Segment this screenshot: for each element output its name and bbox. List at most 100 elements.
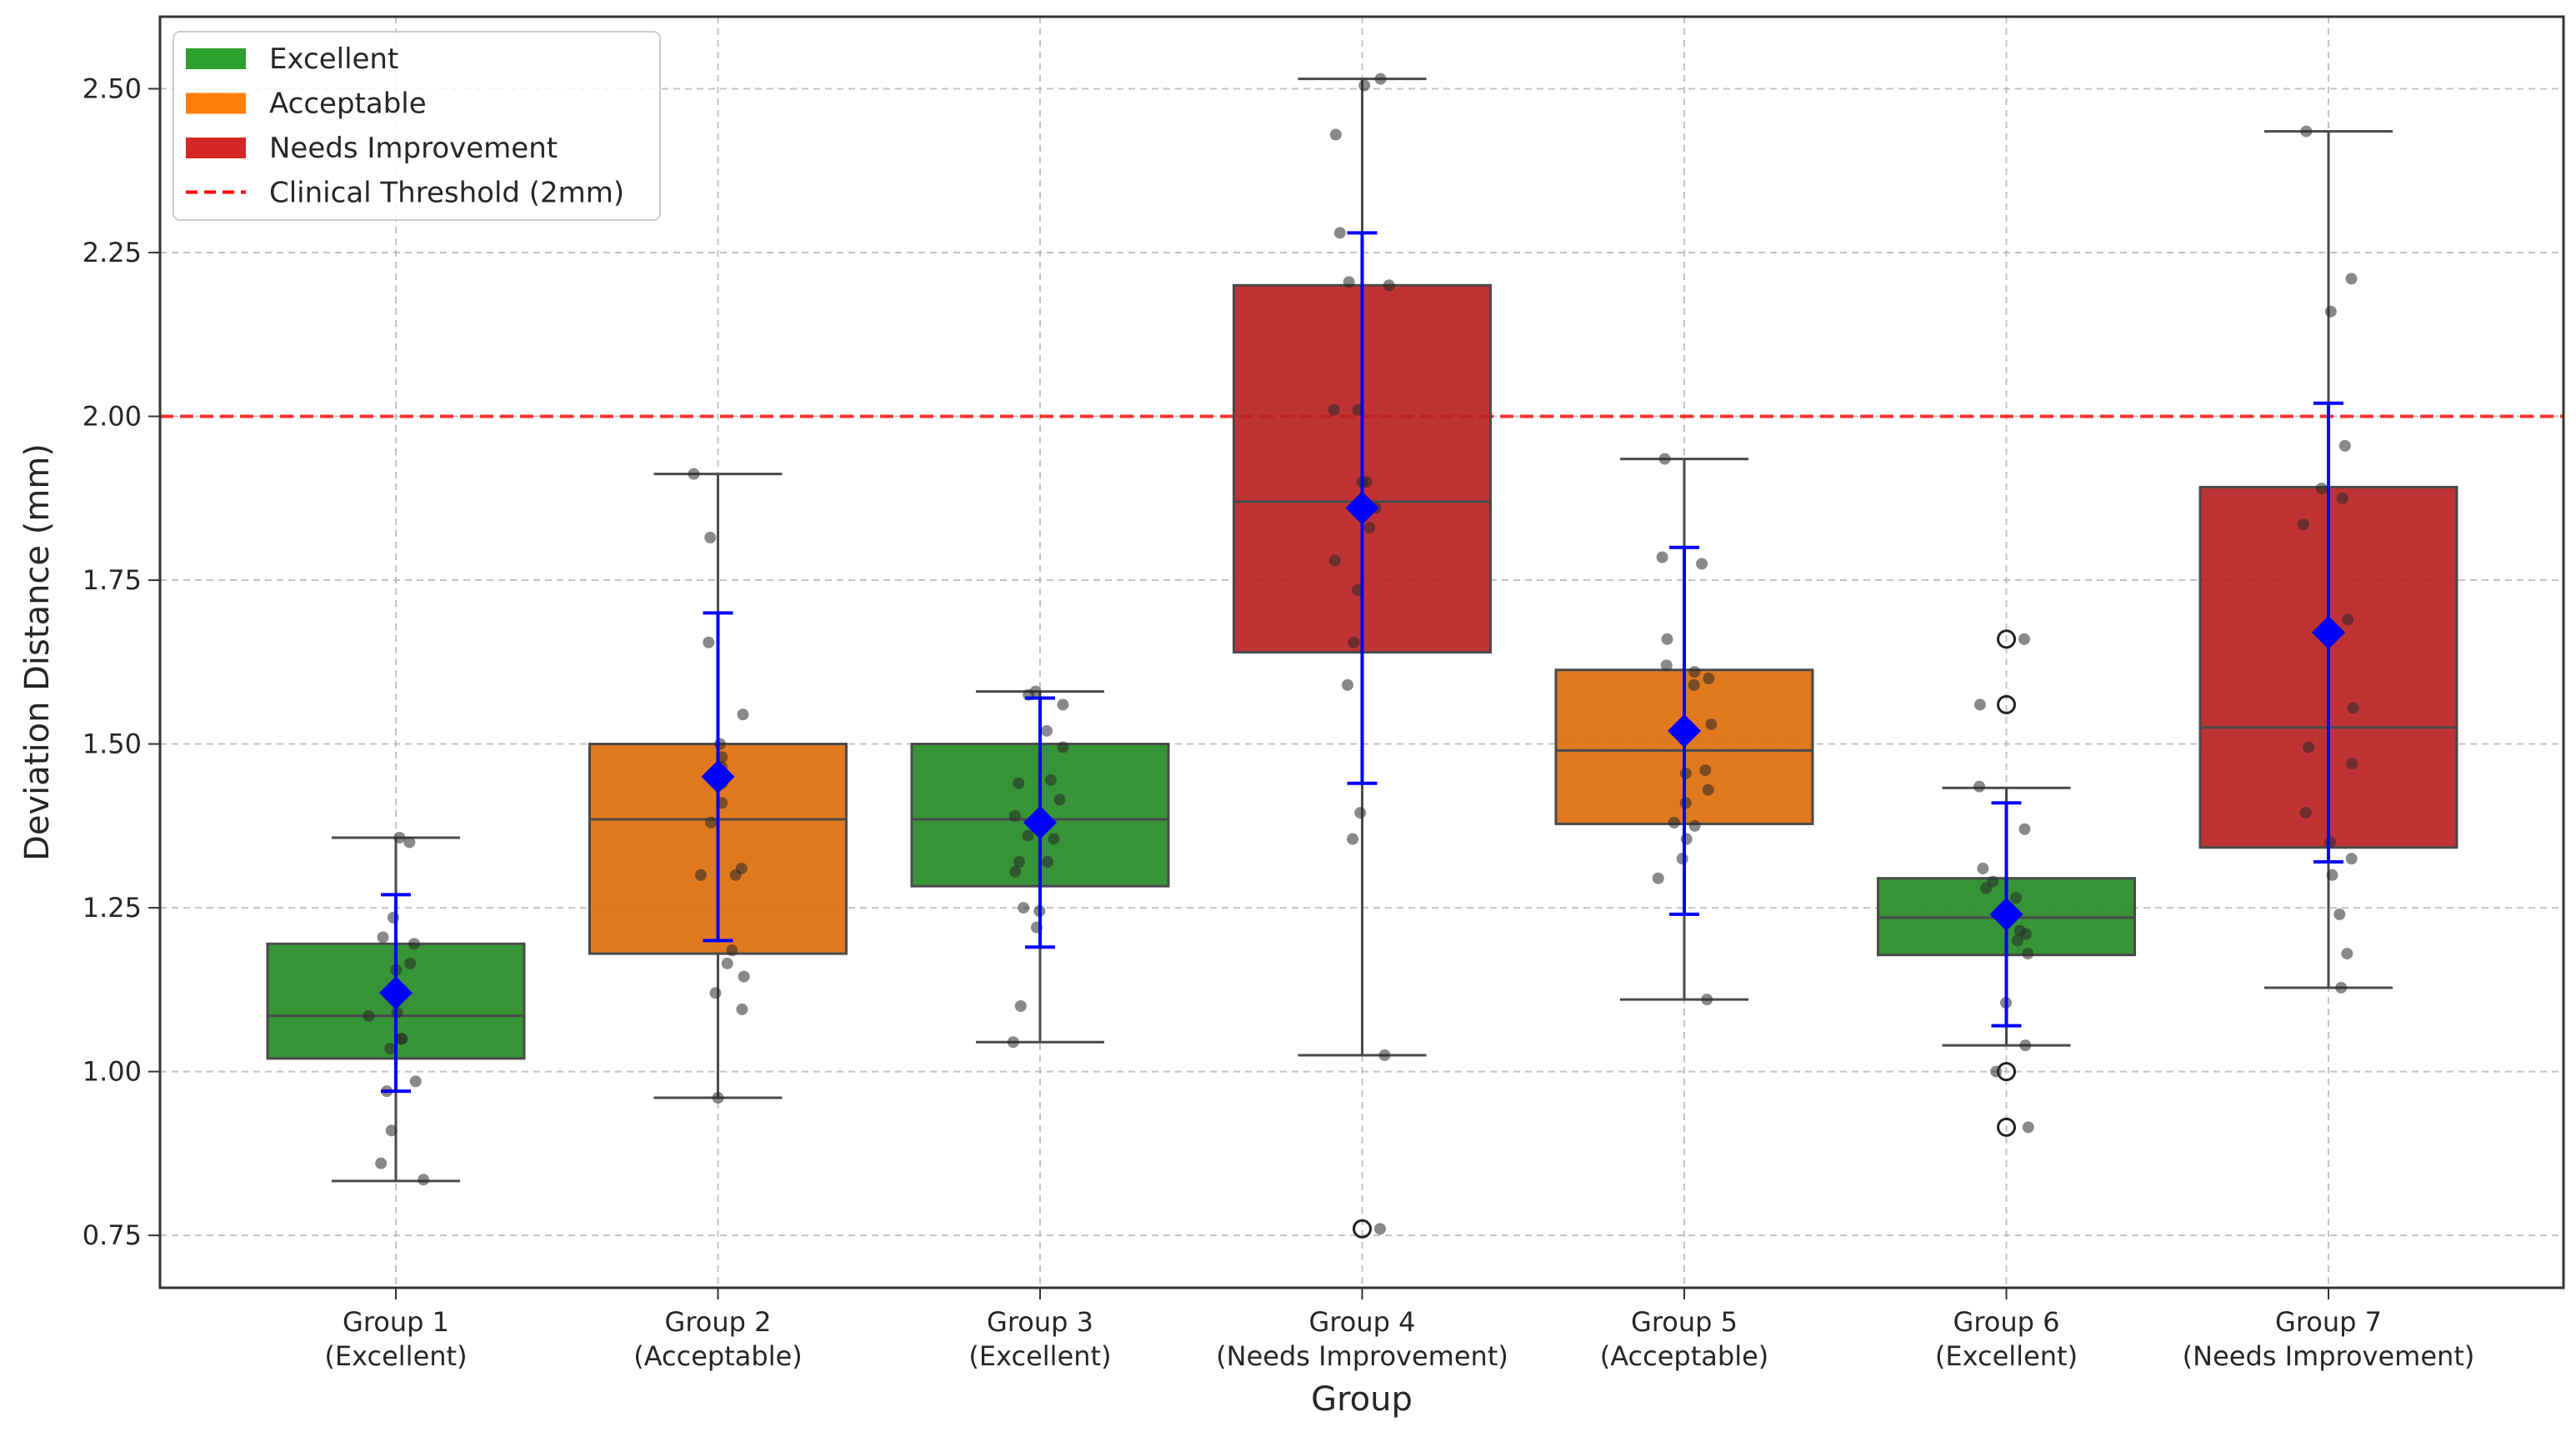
- data-point: [1980, 882, 1993, 894]
- data-point: [2315, 482, 2328, 494]
- data-point: [2345, 853, 2358, 865]
- outlier-marker: [1997, 1117, 2016, 1137]
- data-point: [1007, 1036, 1019, 1049]
- data-point: [1044, 774, 1057, 786]
- data-point: [1328, 554, 1341, 567]
- data-point: [737, 708, 749, 721]
- data-point: [377, 931, 389, 944]
- data-point: [1328, 403, 1340, 416]
- data-point: [1333, 227, 1346, 239]
- mean-marker: [2312, 615, 2345, 649]
- box-group-5: [1554, 453, 1814, 1006]
- data-point: [1009, 810, 1022, 823]
- data-point: [1053, 794, 1066, 806]
- data-point: [1347, 833, 1359, 845]
- data-point: [1329, 128, 1342, 141]
- y-tick-label: 1.25: [83, 892, 142, 924]
- data-point: [2299, 807, 2312, 819]
- data-point: [1041, 724, 1053, 737]
- data-point: [705, 816, 718, 829]
- data-point: [1048, 833, 1060, 845]
- data-point: [1358, 79, 1371, 92]
- data-point: [1701, 994, 1713, 1006]
- mean-marker: [701, 759, 735, 794]
- x-axis-label: Group: [1311, 1380, 1413, 1419]
- x-tick-label-line2: (Excellent): [968, 1340, 1111, 1372]
- data-point: [1658, 453, 1671, 465]
- data-point: [2335, 981, 2348, 994]
- mean-marker: [1668, 713, 1701, 748]
- data-point: [726, 944, 738, 957]
- data-point: [1022, 829, 1034, 842]
- data-point: [1363, 522, 1376, 534]
- legend-swatch-excellent: [186, 48, 246, 69]
- data-point: [2022, 948, 2034, 960]
- box-group-1: [266, 831, 526, 1186]
- mean-marker: [379, 976, 413, 1010]
- data-point: [688, 468, 700, 480]
- x-tick-label-line1: Group 7: [2275, 1306, 2382, 1338]
- y-axis-label: Deviation Distance (mm): [18, 443, 57, 861]
- data-point: [1343, 276, 1355, 288]
- data-point: [1013, 777, 1025, 789]
- data-point: [1668, 816, 1680, 829]
- y-tick-label: 1.50: [83, 729, 142, 760]
- data-point: [1378, 1049, 1391, 1061]
- data-point: [2342, 613, 2354, 626]
- data-point: [2333, 908, 2346, 920]
- data-point: [2300, 125, 2313, 138]
- y-tick-label: 2.25: [83, 237, 142, 268]
- data-point: [2338, 439, 2351, 452]
- data-point: [2018, 823, 2031, 835]
- data-point: [2019, 1039, 2032, 1052]
- data-point: [2303, 741, 2315, 754]
- data-point: [1656, 551, 1668, 563]
- data-point: [1688, 678, 1700, 691]
- legend-label: Clinical Threshold (2mm): [269, 177, 624, 210]
- y-tick-label: 2.50: [83, 73, 142, 104]
- data-point: [2011, 934, 2023, 947]
- data-point: [1688, 819, 1701, 832]
- data-point: [1699, 764, 1712, 776]
- data-point: [2297, 518, 2309, 531]
- data-point: [2346, 758, 2358, 770]
- data-point: [738, 970, 750, 983]
- legend: Excellent Acceptable Needs Improvement Clin…: [173, 31, 661, 221]
- data-point: [1652, 872, 1664, 884]
- outlier-marker: [1997, 694, 2016, 714]
- legend-box: [173, 31, 661, 221]
- data-point: [1703, 672, 1715, 684]
- x-tick-label-line2: (Needs Improvement): [2183, 1340, 2475, 1372]
- data-point: [363, 1009, 375, 1022]
- data-point: [1009, 865, 1022, 878]
- x-tick-label-line1: Group 3: [987, 1306, 1093, 1338]
- data-point: [2341, 948, 2353, 960]
- data-point: [404, 957, 417, 969]
- box-group-4: [1233, 73, 1492, 1239]
- data-point: [2010, 892, 2023, 904]
- data-point: [709, 987, 722, 999]
- data-point: [1018, 902, 1030, 914]
- y-tick-label: 1.00: [83, 1056, 142, 1088]
- legend-swatch-needs-improvement: [186, 138, 246, 158]
- x-tick-label-line2: (Needs Improvement): [1216, 1340, 1508, 1372]
- data-point: [385, 1124, 398, 1137]
- data-point: [1373, 1223, 1386, 1235]
- legend-label: Excellent: [269, 43, 398, 76]
- data-point: [1057, 741, 1069, 754]
- legend-swatch-acceptable: [186, 93, 246, 114]
- box-group-6: [1877, 629, 2136, 1137]
- data-point: [704, 531, 717, 543]
- data-point: [1057, 698, 1069, 711]
- data-point: [1973, 780, 1986, 793]
- data-point: [1041, 856, 1053, 869]
- data-point: [1696, 558, 1708, 570]
- data-point: [396, 1033, 408, 1045]
- data-point: [1688, 666, 1701, 678]
- data-point: [1660, 659, 1673, 672]
- y-tick-label: 0.75: [83, 1219, 142, 1251]
- data-point: [1990, 1065, 2003, 1078]
- box-layer: [266, 73, 2458, 1239]
- data-point: [1705, 718, 1718, 730]
